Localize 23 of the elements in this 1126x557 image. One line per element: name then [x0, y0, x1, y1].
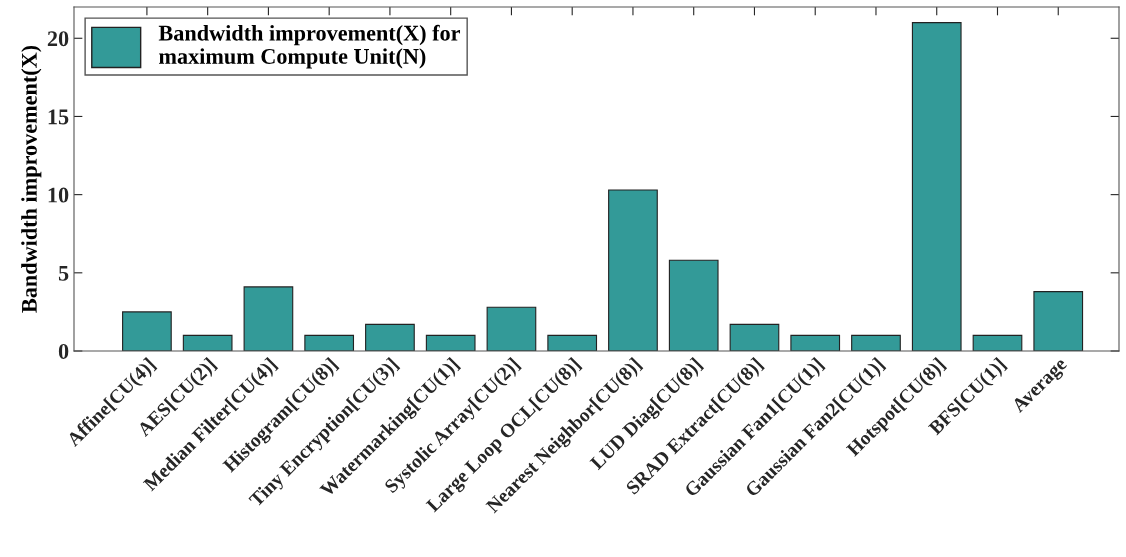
y-tick-label: 20 — [47, 31, 69, 47]
bar — [668, 259, 719, 351]
bar — [1033, 291, 1084, 351]
bar — [365, 323, 415, 351]
bar — [608, 189, 658, 351]
y-axis-title: Bandwidth improvement(X) — [21, 45, 42, 313]
y-tick-label: 5 — [58, 265, 69, 281]
bar — [911, 22, 962, 351]
y-tick-label: 15 — [48, 109, 69, 125]
legend-label: Bandwidth improvement(X) for maximum Compute Unit(N) — [158, 24, 461, 69]
bar — [851, 334, 901, 351]
bar — [243, 286, 294, 351]
y-tick-label: 0 — [58, 343, 69, 359]
bar — [122, 311, 172, 351]
bar — [425, 334, 476, 351]
bar — [729, 323, 780, 351]
bar — [182, 334, 233, 351]
bar — [304, 334, 355, 351]
y-tick-label: 10 — [48, 187, 69, 203]
bar — [790, 334, 841, 351]
bar — [547, 334, 598, 351]
bar — [486, 306, 537, 351]
bar — [972, 334, 1023, 351]
